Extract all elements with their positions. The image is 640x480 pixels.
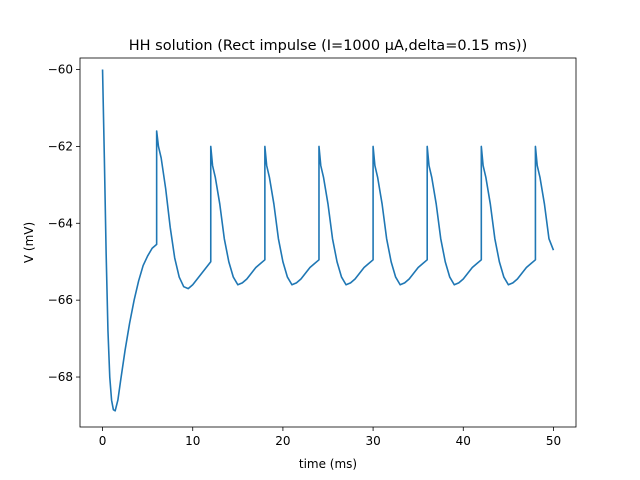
y-axis-label: V (mV) xyxy=(22,222,36,263)
series-layer xyxy=(101,69,555,412)
x-tick-label: 40 xyxy=(456,434,471,448)
x-tick-label: 10 xyxy=(185,434,200,448)
y-tick-label: −68 xyxy=(48,370,73,384)
y-tick-label: −64 xyxy=(48,216,73,230)
y-axis: −68 −66 −64 −62 −60 xyxy=(48,63,80,384)
x-axis-label: time (ms) xyxy=(299,457,357,471)
x-tick-label: 50 xyxy=(546,434,561,448)
y-tick-label: −62 xyxy=(48,139,73,153)
axes-background xyxy=(80,58,576,427)
plot-area xyxy=(80,58,576,427)
y-tick-label: −60 xyxy=(48,63,73,77)
chart-title: HH solution (Rect impulse (I=1000 μA,del… xyxy=(129,38,527,54)
x-tick-label: 30 xyxy=(365,434,380,448)
axes-frame xyxy=(79,57,577,428)
y-tick-label: −66 xyxy=(48,293,73,307)
x-tick-label: 20 xyxy=(275,434,290,448)
voltage-series-line xyxy=(101,69,555,412)
x-tick-label: 0 xyxy=(99,434,107,448)
x-axis: 0 10 20 30 40 50 xyxy=(99,427,561,448)
